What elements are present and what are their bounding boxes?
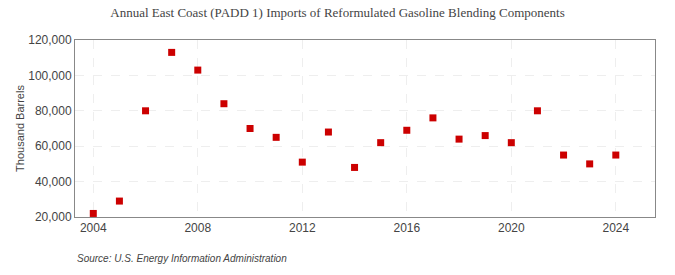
svg-text:2008: 2008 xyxy=(184,221,211,235)
svg-text:60,000: 60,000 xyxy=(35,139,72,153)
svg-text:120,000: 120,000 xyxy=(28,33,72,47)
svg-text:2004: 2004 xyxy=(80,221,107,235)
svg-text:40,000: 40,000 xyxy=(35,175,72,189)
svg-text:100,000: 100,000 xyxy=(28,69,72,83)
svg-text:Annual East Coast (PADD 1) Imp: Annual East Coast (PADD 1) Imports of Re… xyxy=(110,5,564,20)
svg-text:Thousand Barrels: Thousand Barrels xyxy=(14,85,26,172)
svg-text:2012: 2012 xyxy=(289,221,316,235)
svg-text:2016: 2016 xyxy=(393,221,420,235)
svg-text:20,000: 20,000 xyxy=(35,210,72,224)
svg-text:2024: 2024 xyxy=(602,221,629,235)
svg-text:Source: U.S. Energy Informatio: Source: U.S. Energy Information Administ… xyxy=(77,253,287,264)
svg-text:80,000: 80,000 xyxy=(35,104,72,118)
svg-text:2020: 2020 xyxy=(498,221,525,235)
